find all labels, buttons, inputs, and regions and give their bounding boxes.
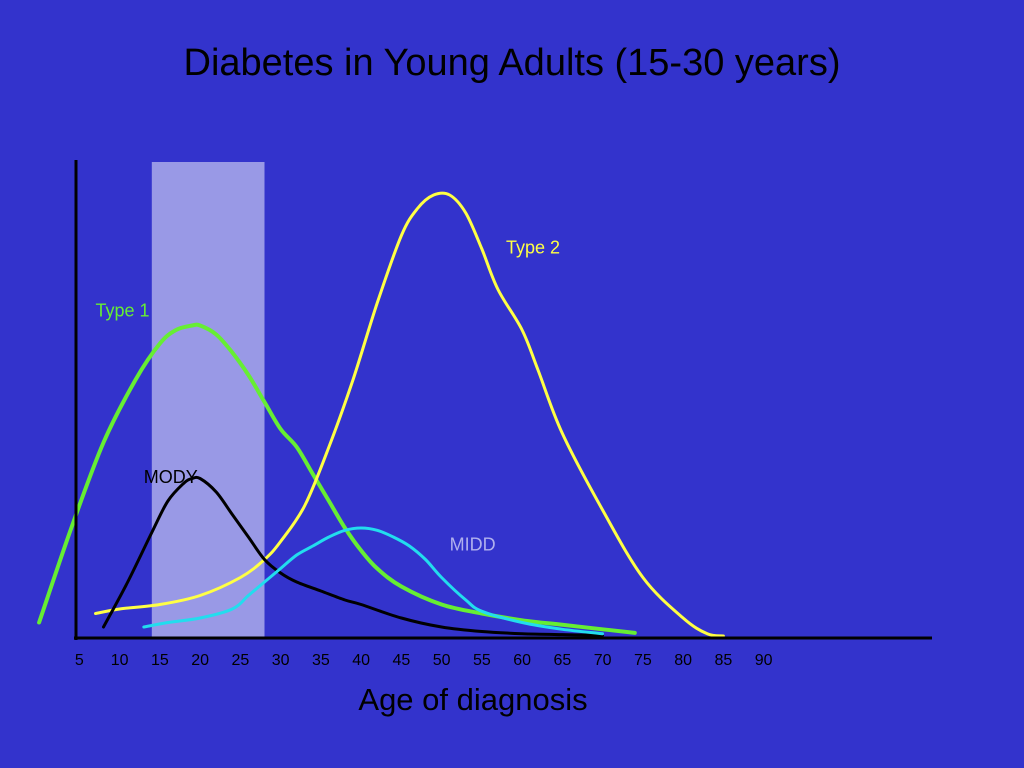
highlight-band	[151, 162, 265, 638]
x-tick-label: 80	[674, 652, 692, 669]
x-tick-label: 65	[553, 652, 571, 669]
x-tick-label: 70	[594, 652, 612, 669]
series-label-type-1: Type 1	[95, 301, 149, 321]
x-tick-label: 50	[433, 652, 451, 669]
x-tick-label: 10	[111, 652, 129, 669]
series-line-midd	[142, 526, 605, 636]
x-tick-label: 15	[151, 652, 169, 669]
x-tick-label: 55	[473, 652, 491, 669]
series-label-midd: MIDD	[450, 535, 496, 555]
x-tick-label: 20	[191, 652, 209, 669]
series-line-type-2	[94, 191, 725, 638]
x-tick-label: 30	[272, 652, 290, 669]
x-tick-label: 90	[755, 652, 773, 669]
x-axis-label: Age of diagnosis	[358, 682, 588, 717]
x-tick-label: 60	[513, 652, 531, 669]
series-label-type-2: Type 2	[506, 238, 560, 258]
x-tick-label: 85	[714, 652, 732, 669]
series-line-type-1	[37, 322, 637, 635]
x-tick-label: 75	[634, 652, 652, 669]
series-label-mody: MODY	[144, 467, 198, 487]
series-line-mody	[102, 475, 605, 637]
x-tick-label: 45	[392, 652, 410, 669]
chart-title: Diabetes in Young Adults (15-30 years)	[183, 42, 841, 84]
x-tick-label: 5	[75, 652, 84, 669]
x-tick-label: 40	[352, 652, 370, 669]
x-tick-label: 35	[312, 652, 330, 669]
x-tick-label: 25	[231, 652, 249, 669]
